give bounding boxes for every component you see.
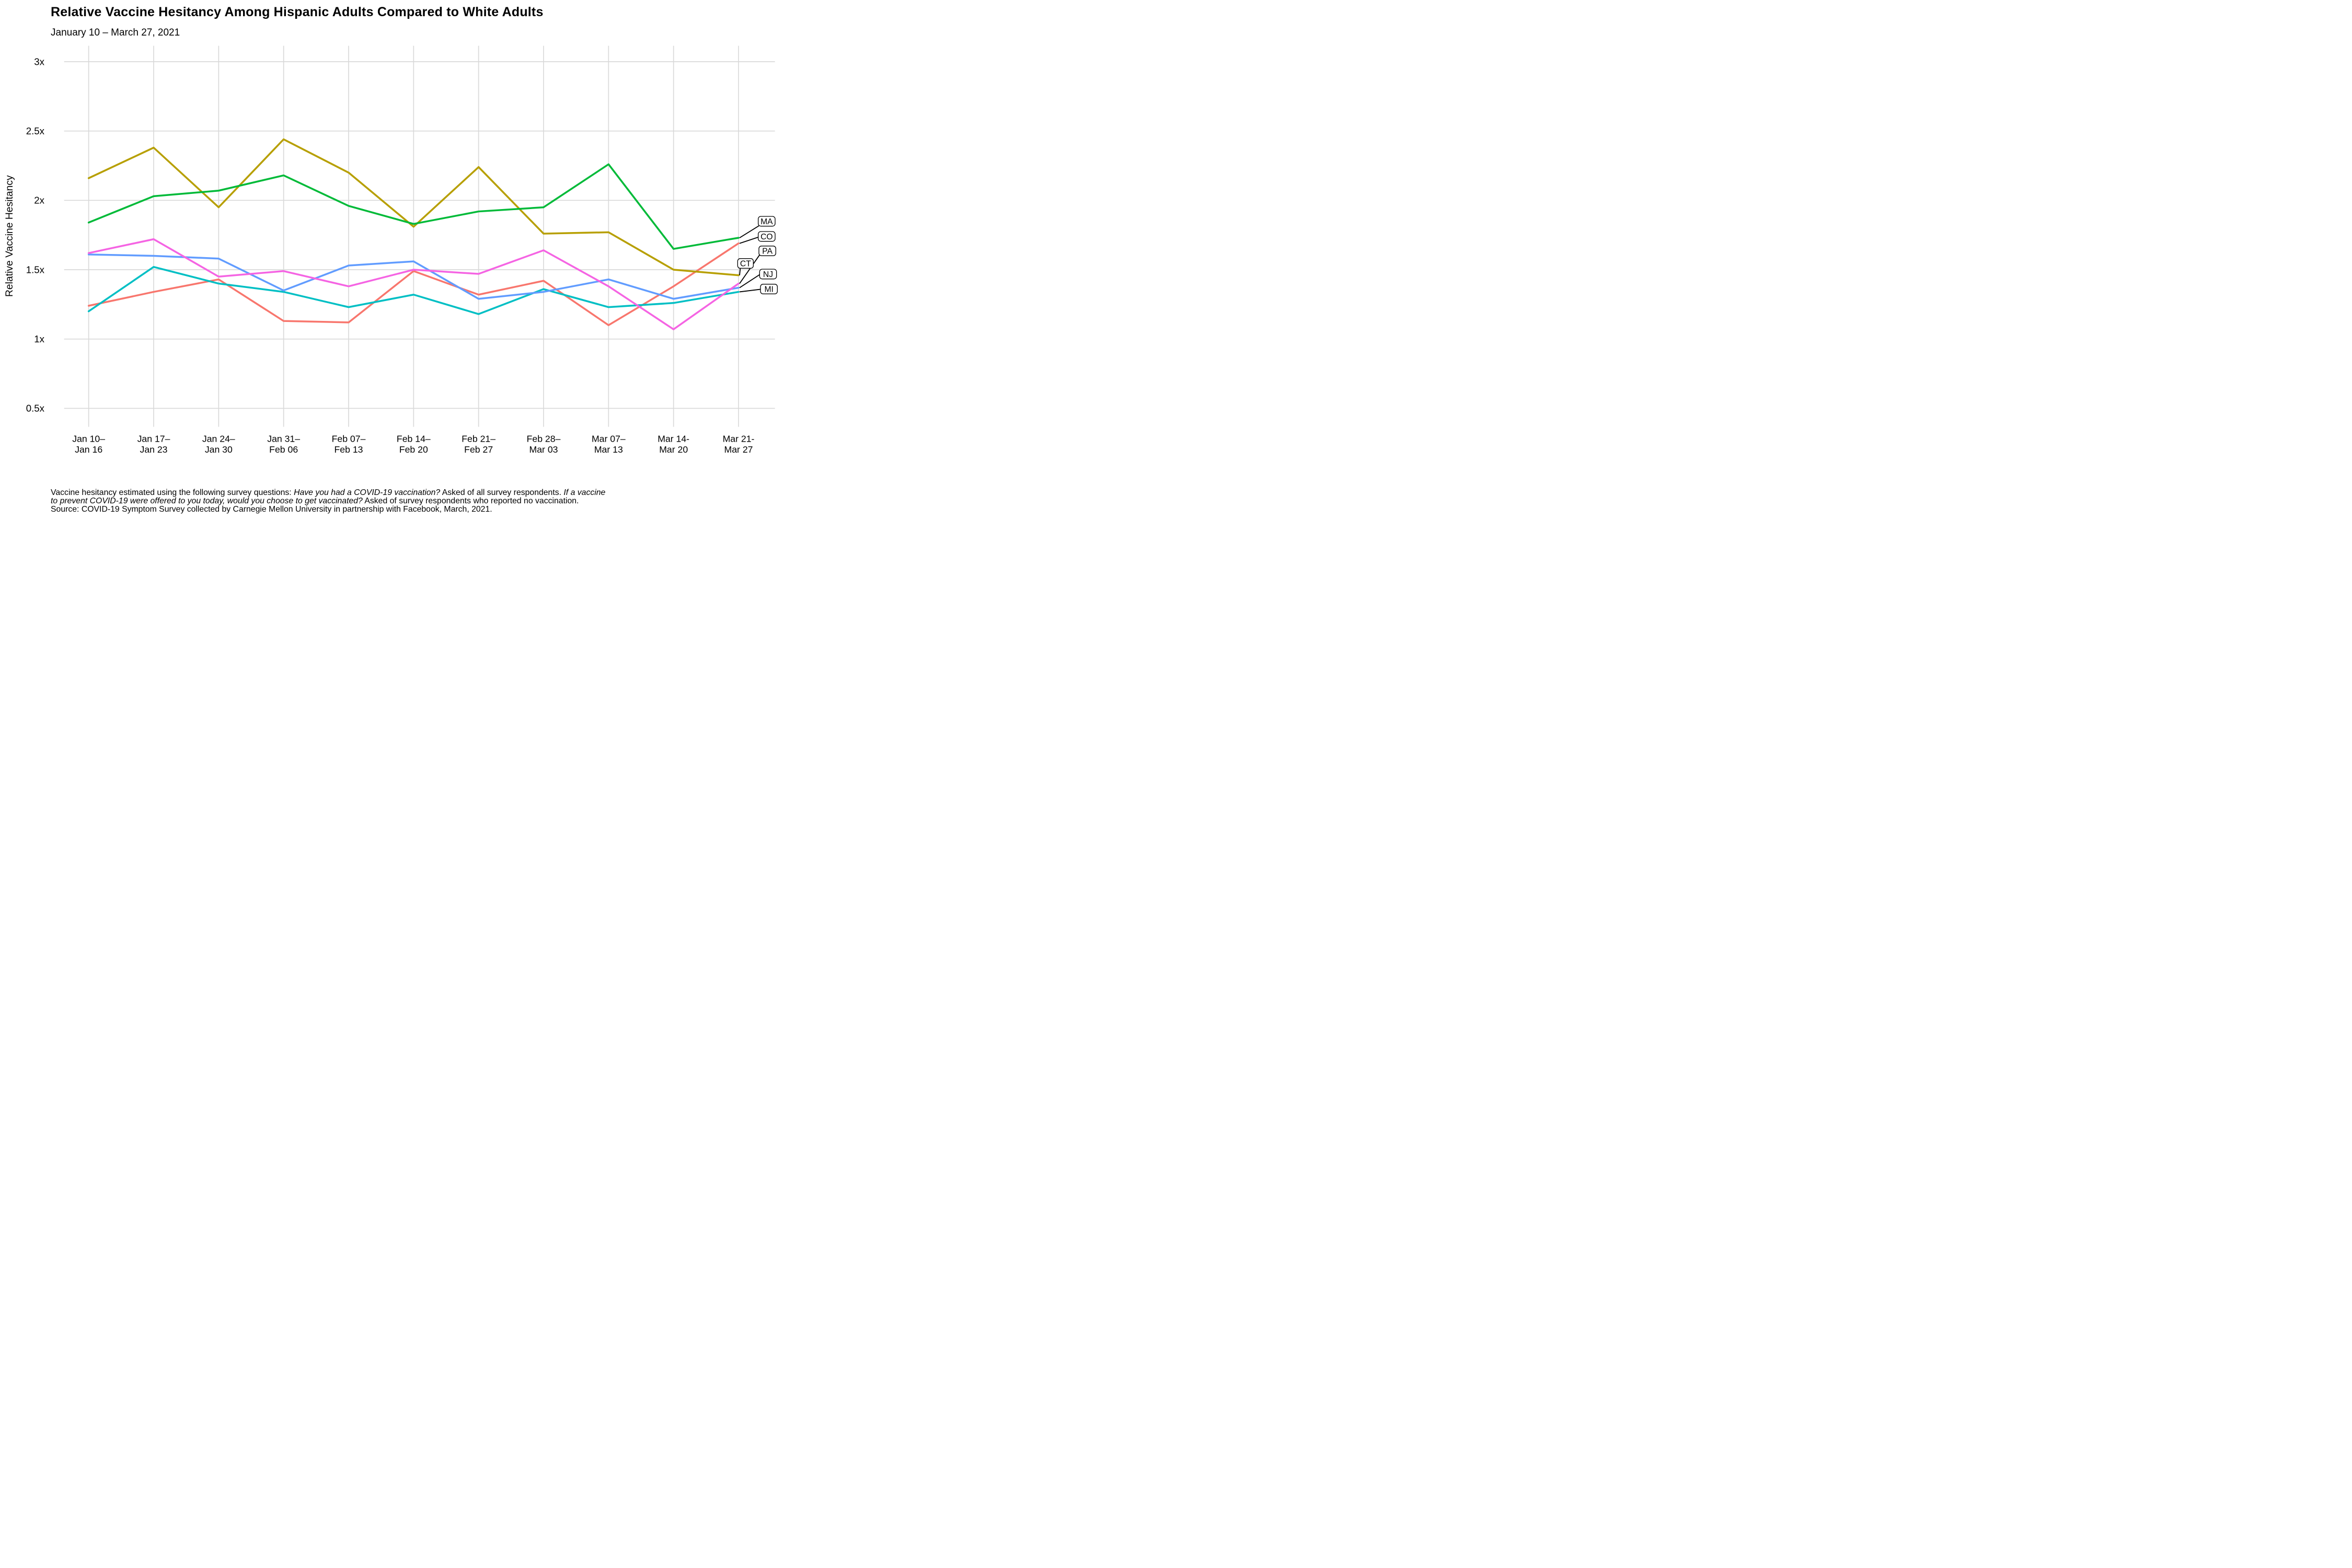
series-label-text-CO: CO — [760, 233, 773, 241]
chart-svg: 0.5x 1x 1.5x 2x 2.5x 3x Jan 10– Jan 16 Jan 17– J… — [4, 45, 778, 455]
y-tick-label: 2x — [34, 195, 44, 206]
y-axis-title-group: Relative Vaccine Hesitancy — [4, 175, 15, 297]
x-tick-label: Feb 21– Feb 27 — [462, 433, 495, 455]
x-tick-label: Mar 21-Mar 27 — [723, 433, 755, 455]
series-lines — [87, 138, 740, 330]
x-tick-label: Jan 24– Jan 30 — [202, 433, 235, 455]
series-label-box-PA — [758, 246, 776, 256]
series-line-MA — [87, 163, 740, 250]
x-tick-label: Jan 17– Jan 23 — [137, 433, 170, 455]
series-label-box-CT — [737, 258, 754, 269]
x-tick-label: Jan 31– Feb 06 — [267, 433, 300, 455]
footnote-line: Source: COVID-19 Symptom Survey collecte… — [51, 504, 492, 514]
leader-line-MI — [739, 289, 762, 293]
series-label-text-PA: PA — [762, 247, 773, 256]
series-line-PA — [87, 238, 740, 330]
series-label-box-MI — [760, 284, 778, 294]
series-label-box-NJ — [759, 269, 777, 280]
series-label-text-MI: MI — [764, 285, 773, 294]
series-label-box-MA — [758, 216, 776, 227]
series-line-MI — [87, 266, 740, 315]
vaccine-hesitancy-chart-page: 0.5x 1x 1.5x 2x 2.5x 3x Jan 10– Jan 16 Jan 17– J… — [0, 0, 784, 523]
y-axis-title: Relative Vaccine Hesitancy — [4, 175, 15, 297]
series-label-boxes: CO CT MA MI NJ PA — [737, 216, 778, 294]
series-label-box-CO — [758, 231, 776, 242]
series-line-CO — [87, 242, 740, 326]
leader-line-NJ — [739, 273, 761, 289]
leader-line-PA — [739, 255, 760, 284]
y-tick-label: 0.5x — [26, 403, 45, 414]
y-tick-label: 3x — [34, 56, 44, 67]
x-tick-label: Feb 14– Feb 20 — [397, 433, 431, 455]
y-tick-label: 1.5x — [26, 264, 45, 275]
x-tick-label: Feb 28– Mar 03 — [527, 433, 561, 455]
chart-subtitle: January 10 – March 27, 2021 — [51, 27, 180, 38]
y-tick-labels: 0.5x 1x 1.5x 2x 2.5x 3x — [26, 56, 45, 413]
x-tick-label: Jan 10– Jan 16 — [72, 433, 105, 455]
series-line-CT — [87, 138, 740, 276]
footnote-line: to prevent COVID-19 were offered to you … — [51, 496, 579, 505]
series-label-text-CT: CT — [740, 260, 751, 269]
x-tick-label: Feb 07– Feb 13 — [332, 433, 366, 455]
x-tick-label: Mar 07– Mar 13 — [592, 433, 626, 455]
footnote-line: Vaccine hesitancy estimated using the fo… — [51, 488, 606, 497]
chart-footnote: Vaccine hesitancy estimated using the fo… — [51, 489, 605, 514]
y-tick-label: 1x — [34, 333, 44, 344]
chart-title: Relative Vaccine Hesitancy Among Hispani… — [51, 5, 544, 19]
y-tick-label: 2.5x — [26, 125, 45, 136]
x-tick-label: Mar 14-Mar 20 — [658, 433, 689, 455]
leader-line-CO — [739, 236, 759, 244]
gridlines-vertical — [88, 45, 739, 427]
series-line-NJ — [87, 253, 740, 300]
x-tick-labels: Jan 10– Jan 16 Jan 17– Jan 23 Jan 24– Jan 30 J… — [72, 433, 754, 455]
leader-lines — [739, 225, 762, 293]
leader-line-MA — [739, 225, 759, 238]
series-label-text-MA: MA — [760, 217, 773, 226]
series-label-text-NJ: NJ — [763, 270, 773, 279]
gridlines-horizontal — [64, 61, 775, 409]
